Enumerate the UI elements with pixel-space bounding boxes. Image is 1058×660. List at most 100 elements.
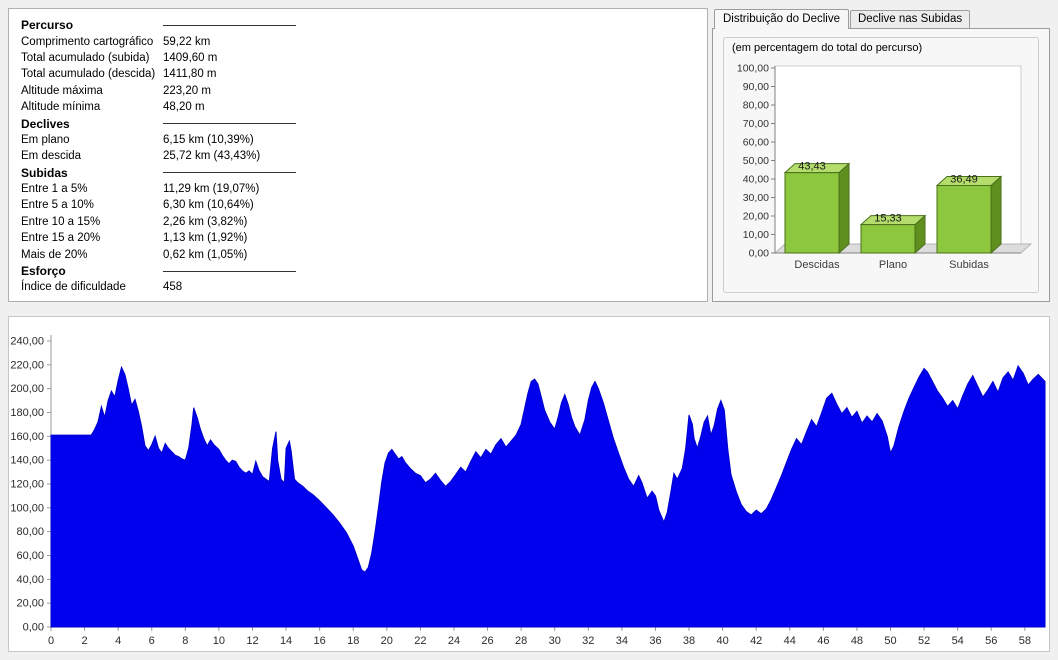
stats-label: Em descida xyxy=(21,150,82,163)
profile-xtick-label: 18 xyxy=(347,635,359,647)
tab-declive-nas-subidas[interactable]: Declive nas Subidas xyxy=(849,10,971,28)
bar-category-label: Plano xyxy=(879,259,907,271)
stats-value: 458 xyxy=(163,281,183,294)
stats-value: 11,29 km (19,07%) xyxy=(163,183,260,196)
profile-xtick-label: 10 xyxy=(213,635,225,647)
stats-label: Percurso xyxy=(21,18,74,33)
stats-label: Em plano xyxy=(21,133,70,146)
stats-value: 1411,80 m xyxy=(163,68,217,81)
stats-label: Esforço xyxy=(21,264,66,279)
profile-xtick-label: 28 xyxy=(515,635,527,647)
stats-row: Entre 15 a 20% 1,13 km (1,92%) xyxy=(21,230,707,246)
profile-xtick-label: 22 xyxy=(414,635,426,647)
tab-distribuicao-do-declive[interactable]: Distribuição do Declive xyxy=(714,9,849,29)
profile-xtick-label: 26 xyxy=(481,635,493,647)
slope-panel: Distribuição do Declive Declive nas Subid… xyxy=(712,8,1050,302)
profile-xtick-label: 38 xyxy=(683,635,695,647)
stats-row: Comprimento cartográfico 59,22 km xyxy=(21,33,707,49)
stats-row: Índice de dificuldade 458 xyxy=(21,279,707,295)
stats-row: Entre 5 a 10% 6,30 km (10,64%) xyxy=(21,197,707,213)
bar-front-face xyxy=(860,224,916,254)
route-stats-panel: Percurso Comprimento cartográfico 59,22 km… xyxy=(8,8,708,302)
bar-front-face xyxy=(936,184,992,254)
stats-header-rule xyxy=(163,24,313,26)
elevation-profile-chart: 0,00 20,00 40,00 60,00 80,00 100,00 120,00 140,… xyxy=(10,335,1046,647)
bar-side-face xyxy=(990,175,1002,255)
stats-value: 0,62 km (1,05%) xyxy=(163,248,248,261)
bar-ytick-label: 90,00 xyxy=(743,81,769,93)
stats-row: Altitude mínima 48,20 m xyxy=(21,99,707,115)
stats-row: Mais de 20% 0,62 km (1,05%) xyxy=(21,246,707,262)
profile-xtick-label: 14 xyxy=(280,635,292,647)
profile-xtick-label: 6 xyxy=(149,635,155,647)
bar-category-label: Subidas xyxy=(949,259,989,271)
stats-value: 48,20 m xyxy=(163,101,205,114)
profile-xtick-label: 4 xyxy=(115,635,121,647)
profile-xtick-label: 42 xyxy=(750,635,762,647)
slope-distribution-chart: 0,00 10,00 20,00 30,00 40,00 50,00 60,00 70,00 8… xyxy=(737,63,1033,271)
bar-ytick-label: 80,00 xyxy=(743,100,769,112)
stats-section-header: Declives xyxy=(21,115,707,131)
stats-label: Mais de 20% xyxy=(21,248,88,261)
stats-label: Índice de dificuldade xyxy=(21,281,126,294)
stats-row: Entre 10 a 15% 2,26 km (3,82%) xyxy=(21,214,707,230)
stats-label: Total acumulado (subida) xyxy=(21,51,150,64)
profile-ytick-label: 200,00 xyxy=(10,383,44,395)
stats-section-header: Esforço xyxy=(21,263,707,279)
profile-xtick-label: 30 xyxy=(549,635,561,647)
percentage-groupbox: (em percentagem do total do percurso) 0,… xyxy=(723,37,1039,293)
profile-xtick-label: 54 xyxy=(952,635,964,647)
bar-ytick-label: 60,00 xyxy=(743,137,769,149)
stats-value: 1409,60 m xyxy=(163,51,218,64)
profile-xtick-label: 8 xyxy=(182,635,188,647)
profile-ytick-label: 60,00 xyxy=(16,550,44,562)
stats-value: 59,22 km xyxy=(163,35,211,48)
stats-row: Em descida 25,72 km (43,43%) xyxy=(21,148,707,164)
bar-value-label: 43,43 xyxy=(798,161,826,173)
profile-ytick-label: 40,00 xyxy=(16,574,44,586)
profile-ytick-label: 20,00 xyxy=(16,598,44,610)
profile-ytick-label: 160,00 xyxy=(10,431,44,443)
stats-value: 6,15 km (10,39%) xyxy=(163,133,254,146)
stats-value: 1,13 km (1,92%) xyxy=(163,232,248,245)
stats-value: 6,30 km (10,64%) xyxy=(163,199,254,212)
divider-line xyxy=(163,24,296,26)
profile-xtick-label: 56 xyxy=(985,635,997,647)
profile-ytick-label: 120,00 xyxy=(10,479,44,491)
bar-front-face xyxy=(784,172,840,254)
stats-label: Entre 5 a 10% xyxy=(21,199,94,212)
bar-ytick-label: 30,00 xyxy=(743,192,769,204)
stats-label: Total acumulado (descida) xyxy=(21,68,156,81)
profile-ytick-label: 220,00 xyxy=(10,359,44,371)
profile-xtick-label: 0 xyxy=(48,635,54,647)
profile-xtick-label: 46 xyxy=(817,635,829,647)
stats-label: Comprimento cartográfico xyxy=(21,35,154,48)
stats-row: Total acumulado (subida) 1409,60 m xyxy=(21,50,707,66)
profile-xtick-label: 32 xyxy=(582,635,594,647)
elevation-area xyxy=(50,364,1046,628)
profile-xtick-label: 58 xyxy=(1019,635,1031,647)
profile-xtick-label: 36 xyxy=(649,635,661,647)
divider-line xyxy=(163,172,296,174)
profile-xtick-label: 44 xyxy=(784,635,796,647)
stats-label: Altitude máxima xyxy=(21,84,103,97)
stats-header-rule xyxy=(163,123,313,125)
elevation-profile-panel: 0,00 20,00 40,00 60,00 80,00 100,00 120,00 140,… xyxy=(8,316,1050,652)
bar-ytick-label: 10,00 xyxy=(743,229,769,241)
profile-xtick-label: 50 xyxy=(884,635,896,647)
stats-section-header: Subidas xyxy=(21,165,707,181)
tab-page-distribuicao-do-declive: (em percentagem do total do percurso) 0,… xyxy=(712,28,1050,302)
profile-ytick-label: 80,00 xyxy=(16,526,44,538)
stats-label: Altitude mínima xyxy=(21,101,101,114)
profile-xtick-label: 20 xyxy=(381,635,393,647)
profile-xtick-label: 2 xyxy=(82,635,88,647)
stats-value: 223,20 m xyxy=(163,84,211,97)
stats-value: 2,26 km (3,82%) xyxy=(163,215,248,228)
stats-label: Declives xyxy=(21,116,70,131)
bar-value-label: 15,33 xyxy=(874,213,902,225)
profile-xtick-label: 52 xyxy=(918,635,930,647)
stats-value: 25,72 km (43,43%) xyxy=(163,150,261,163)
profile-ytick-label: 100,00 xyxy=(10,502,44,514)
stats-row: Altitude máxima 223,20 m xyxy=(21,83,707,99)
stats-label: Entre 1 a 5% xyxy=(21,183,88,196)
